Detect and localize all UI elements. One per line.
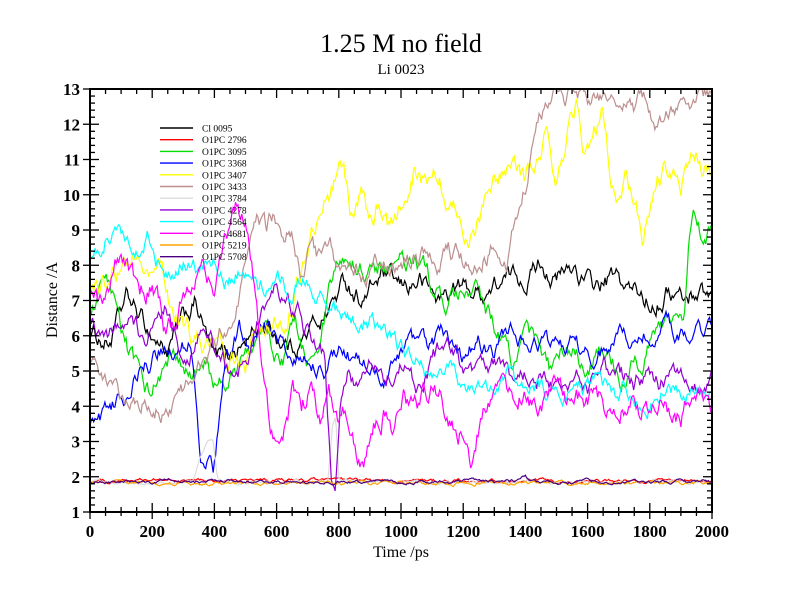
chart-subtitle: Li 0023 bbox=[377, 62, 424, 78]
chart-title: 1.25 M no field bbox=[320, 29, 482, 58]
y-axis-label: Distance /A bbox=[44, 262, 61, 338]
axes: 0 200 400 600 800 1000 1200 1400 1600 1800 2000123… bbox=[63, 80, 729, 541]
legend-label: O1PC 5708 bbox=[202, 253, 247, 263]
legend-label: O1PC 4564 bbox=[202, 218, 247, 228]
y-tick-label: 7 bbox=[72, 292, 81, 311]
legend-label: O1PC 3407 bbox=[202, 171, 247, 181]
legend-label: Cl 0095 bbox=[202, 125, 233, 135]
legend-label: O1PC 2796 bbox=[202, 136, 247, 146]
legend-label: O1PC 3095 bbox=[202, 148, 247, 158]
legend-label: O1PC 5219 bbox=[202, 242, 247, 252]
x-tick-label: 1400 bbox=[508, 522, 542, 541]
series-line-o1pc-3433 bbox=[90, 89, 712, 424]
y-tick-label: 5 bbox=[72, 362, 81, 381]
series-line-o1pc-4278 bbox=[90, 283, 712, 492]
x-tick-label: 1000 bbox=[384, 522, 418, 541]
x-tick-label: 1600 bbox=[571, 522, 605, 541]
y-tick-label: 3 bbox=[72, 433, 81, 452]
y-tick-label: 2 bbox=[72, 468, 81, 487]
x-tick-label: 1200 bbox=[446, 522, 480, 541]
legend-label: O1PC 4278 bbox=[202, 206, 247, 216]
y-tick-label: 11 bbox=[64, 151, 80, 170]
y-tick-label: 1 bbox=[72, 503, 81, 522]
series-line-cl-0095 bbox=[90, 259, 712, 361]
y-tick-label: 4 bbox=[72, 397, 81, 416]
series-line-o1pc-3368 bbox=[90, 309, 712, 473]
plot-frame bbox=[89, 88, 713, 513]
x-tick-label: 200 bbox=[139, 522, 165, 541]
y-tick-label: 13 bbox=[63, 80, 80, 99]
legend-label: O1PC 3784 bbox=[202, 195, 247, 205]
x-tick-label: 600 bbox=[264, 522, 290, 541]
legend-label: O1PC 3368 bbox=[202, 160, 247, 170]
series-line-o1pc-3407 bbox=[90, 98, 712, 374]
y-tick-label: 8 bbox=[72, 256, 81, 275]
y-tick-label: 12 bbox=[63, 115, 80, 134]
y-tick-label: 10 bbox=[63, 186, 80, 205]
x-tick-label: 0 bbox=[86, 522, 95, 541]
x-tick-label: 400 bbox=[202, 522, 228, 541]
series-line-o1pc-5708 bbox=[90, 474, 712, 486]
y-tick-label: 9 bbox=[72, 221, 81, 240]
series-lines bbox=[90, 89, 712, 492]
x-tick-label: 2000 bbox=[695, 522, 729, 541]
series-line-o1pc-3784 bbox=[90, 417, 712, 486]
x-axis-label: Time /ps bbox=[373, 544, 429, 561]
y-tick-label: 6 bbox=[72, 327, 81, 346]
x-tick-label: 800 bbox=[326, 522, 352, 541]
legend-label: O1PC 3433 bbox=[202, 183, 247, 193]
legend-label: O1PC 4681 bbox=[202, 230, 247, 240]
series-line-o1pc-4681 bbox=[90, 202, 712, 469]
series-line-o1pc-4564 bbox=[90, 223, 712, 420]
x-tick-label: 1800 bbox=[633, 522, 667, 541]
